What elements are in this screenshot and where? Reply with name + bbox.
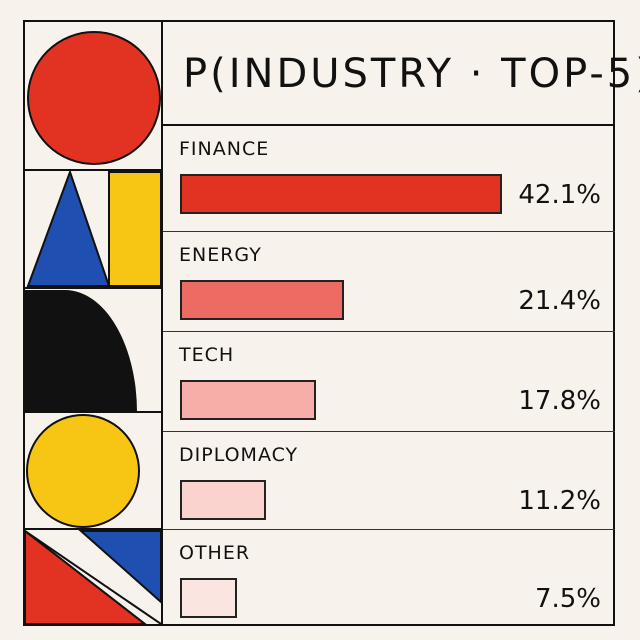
bar-label: TECH [179, 344, 235, 366]
bar-value-label: 17.8% [518, 386, 601, 416]
bar [180, 174, 502, 214]
bar [180, 480, 266, 520]
bar-label: DIPLOMACY [179, 444, 299, 466]
bar-row: FINANCE 42.1% [163, 126, 615, 232]
bar-label: ENERGY [179, 244, 262, 266]
bar [180, 380, 316, 420]
bar-label: OTHER [179, 542, 251, 564]
geometric-art [25, 31, 161, 624]
blue-triangle-bottom-shape [78, 530, 161, 604]
bar-label: FINANCE [179, 138, 270, 160]
chart-frame: P(INDUSTRY · TOP-5) FINANCE 42.1% ENERGY 21… [23, 20, 640, 626]
red-triangle-shape [25, 529, 147, 624]
bar-value-label: 42.1% [518, 180, 601, 210]
bar [180, 280, 344, 320]
bar-value-label: 11.2% [518, 486, 601, 516]
yellow-rectangle-shape [108, 171, 161, 287]
geometric-art-panel [25, 22, 163, 624]
bar-row: TECH 17.8% [163, 332, 615, 432]
bar-row: ENERGY 21.4% [163, 232, 615, 332]
bar-value-label: 7.5% [534, 584, 601, 614]
black-half-disc-shape [25, 290, 137, 412]
bar [180, 578, 237, 618]
bar-value-label: 21.4% [518, 286, 601, 316]
bar-row: DIPLOMACY 11.2% [163, 432, 615, 530]
blue-triangle-shape [26, 169, 111, 287]
bar-row: OTHER 7.5% [163, 530, 615, 624]
yellow-circle-shape [26, 414, 140, 528]
chart-title-box: P(INDUSTRY · TOP-5) [163, 22, 640, 126]
chart-title: P(INDUSTRY · TOP-5) [183, 51, 640, 97]
red-circle-shape [27, 31, 161, 165]
